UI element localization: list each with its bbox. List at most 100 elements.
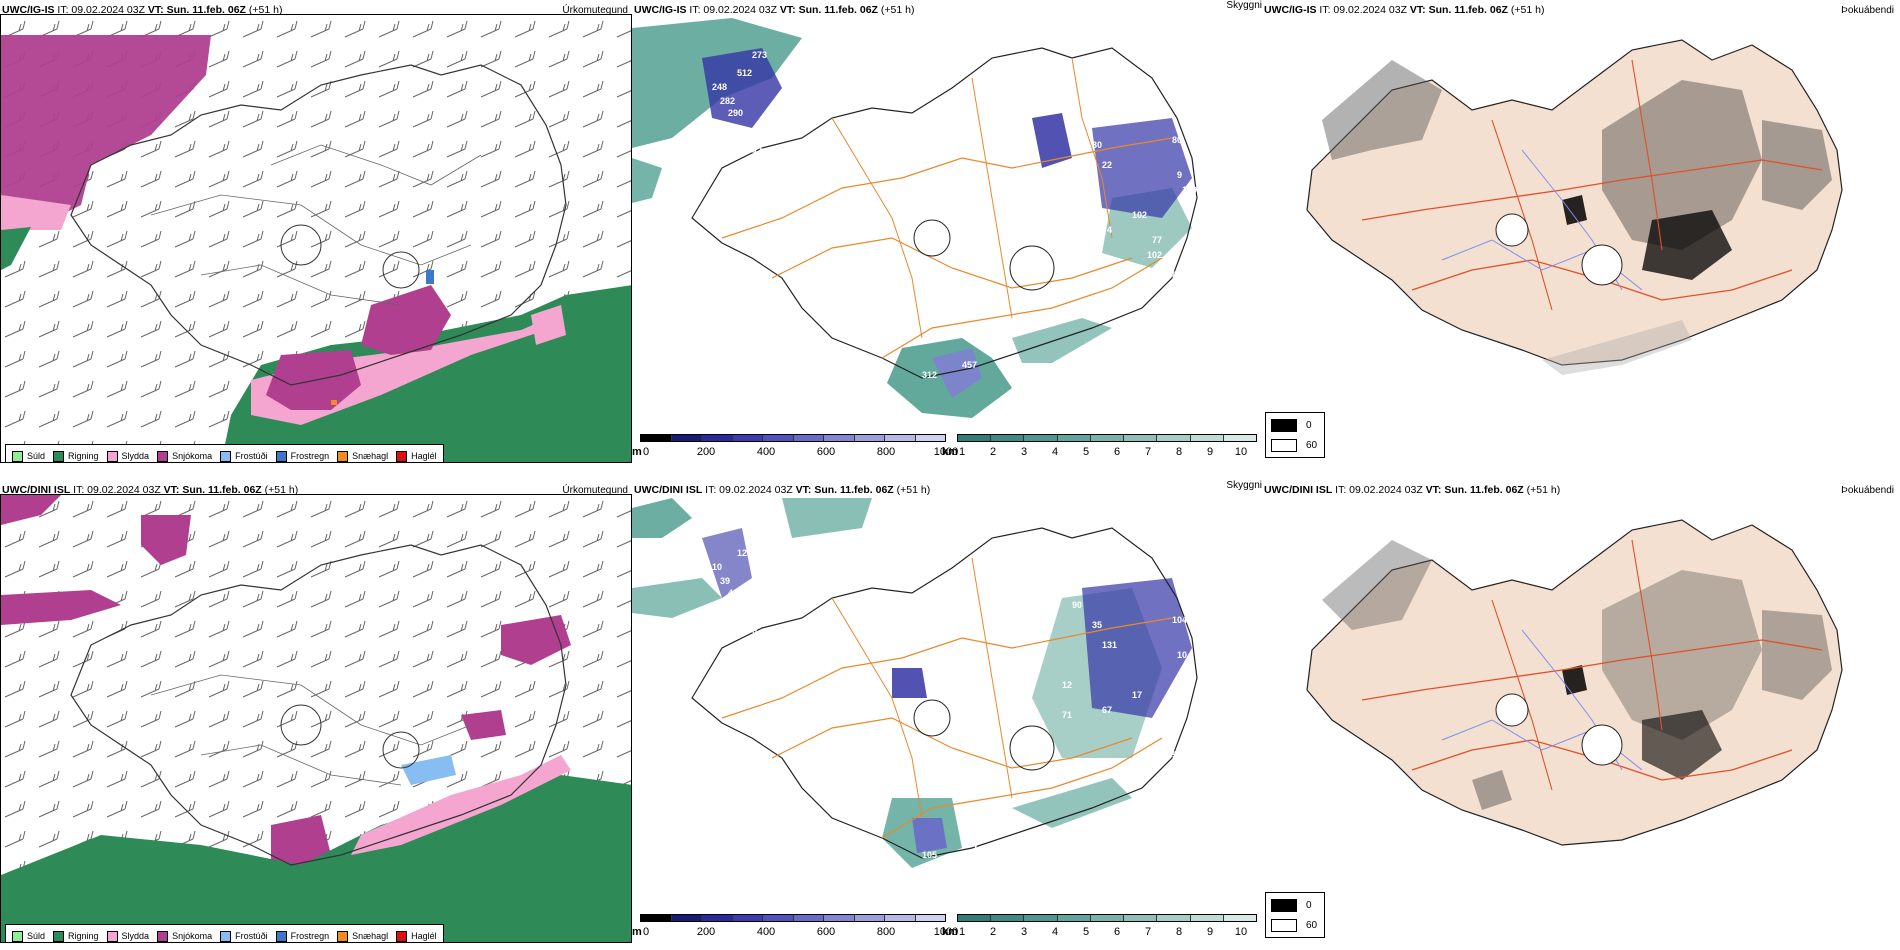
visibility-colorbar: m 0 200 400 600 800 1000 km 1 2 3 4 5 6 7 8 9 10 [632,434,1262,470]
colorbar-segment [763,435,794,441]
visibility-value-label: 253 [712,120,727,130]
visibility-label: Skyggni [1226,0,1262,11]
legend-item: Súld [12,930,45,942]
colorbar-segment [1124,435,1158,441]
panel-title: UWC/IG-IS IT: 09.02.2024 03Z VT: Sun. 11… [1264,4,1545,16]
panel-title: UWC/DINI ISL IT: 09.02.2024 03Z VT: Sun.… [634,484,931,496]
colorbar-segment [671,915,702,921]
colorbar-segment [1090,915,1125,921]
visibility-value-label: 10 [712,562,722,572]
visibility-value-label: 30 [1092,140,1102,150]
colorbar-segment [732,435,763,441]
colorbar-tick-label: 600 [816,926,836,938]
visibility-value-label: 229 [732,132,747,142]
colorbar-segment [1057,435,1091,441]
visibility-value-label: 73 [1062,200,1072,210]
visibility-value-label: 104 [1172,615,1187,625]
colorbar-tick-label: 600 [816,446,836,458]
colorbar-segment [702,915,733,921]
legend-item: Haglél [396,450,437,462]
precip-type-panel: UWC/DINI ISL IT: 09.02.2024 03Z VT: Sun.… [0,480,632,950]
colorbar-segment [732,915,763,921]
precip-type-label: Úrkomutegund [562,5,628,16]
forecast-row-ig-is: UWC/IG-IS IT: 09.02.2024 03Z VT: Sun. 11… [0,0,1900,470]
visibility-value-label: 457 [962,360,977,370]
visibility-value-label: 122 [712,600,727,610]
colorbar-segment [1190,435,1224,441]
precip-map [1,495,631,942]
panel-title: UWC/IG-IS IT: 09.02.2024 03Z VT: Sun. 11… [2,4,283,16]
colorbar-segment [824,435,855,441]
colorbar-tick-label: 10 [1234,926,1248,938]
colorbar-segment [1157,915,1191,921]
colorbar-tick-label: 7 [1144,926,1152,938]
legend-item: Slydda [106,450,149,462]
precip-map-frame: Súld Rigning Slydda Snjókoma Frostúði Fr… [0,14,632,463]
colorbar-segment [1124,915,1158,921]
fog-label: Þokuábendi [1841,485,1894,496]
visibility-value-label: 273 [752,50,767,60]
colorbar-tick-label: 1000 [933,446,959,458]
legend-item: Snæhagl [337,930,388,942]
colorbar-tick-label: 800 [876,446,896,458]
colorbar-segment [702,435,733,441]
visibility-value-label: 10 [1177,650,1187,660]
colorbar-tick-label: 200 [696,926,716,938]
colorbar-tick-label: 6 [1113,926,1121,938]
colorbar-segment [763,915,794,921]
visibility-value-label: 312 [922,370,937,380]
fog-legend: 0 60 [1265,412,1325,458]
fog-map [1306,519,1843,846]
visibility-value-label: 90 [1072,600,1082,610]
colorbar-segment [991,435,1025,441]
precip-map [1,15,631,462]
visibility-value-label: 184 [752,530,767,540]
colorbar-segment [854,915,885,921]
colorbar-segment [1190,915,1224,921]
visibility-panel: UWC/IG-IS IT: 09.02.2024 03Z VT: Sun. 11… [632,0,1262,470]
colorbar-segment [1057,915,1091,921]
visibility-value-label: 282 [720,96,735,106]
visibility-colorbar: m 0 200 400 600 800 1000 km 1 2 3 4 5 6 7 8 9 10 [632,914,1262,950]
precip-type-label: Úrkomutegund [562,485,628,496]
colorbar-tick-label: 5 [1082,926,1090,938]
visibility-value-label: 512 [737,68,752,78]
colorbar-segment [641,915,672,921]
colorbar-tick-label: 1000 [933,926,959,938]
colorbar-tick-label: 10 [1234,446,1248,458]
panel-title: UWC/DINI ISL IT: 09.02.2024 03Z VT: Sun.… [1264,484,1561,496]
colorbar-tick-label: 8 [1175,446,1183,458]
visibility-value-label: 142 [1042,370,1057,380]
visibility-value-label: 80 [1172,135,1182,145]
visibility-value-label: 121 [1012,400,1027,410]
colorbar-tick-label: 6 [1113,446,1121,458]
legend-item: Frostúði [220,450,268,462]
visibility-value-label: 72 [952,695,962,705]
colorbar-tick-label: 2 [989,926,997,938]
visibility-value-label: 490 [962,720,977,730]
colorbar-segment [991,915,1025,921]
colorbar-tick-label: 1 [958,926,966,938]
visibility-value-label: 12 [1062,680,1072,690]
precip-type-legend: Súld Rigning Slydda Snjókoma Frostúði Fr… [5,444,444,462]
colorbar-tick-label: 4 [1051,926,1059,938]
colorbar-segment [793,435,824,441]
visibility-panel: UWC/DINI ISL IT: 09.02.2024 03Z VT: Sun.… [632,480,1262,950]
visibility-value-label: 71 [1062,710,1072,720]
visibility-value-label: 11 [952,215,962,225]
legend-item: Súld [12,450,45,462]
visibility-value-label: 51 [1172,750,1182,760]
visibility-value-label: 98 [1152,715,1162,725]
legend-item: Snæhagl [337,450,388,462]
visibility-value-label: 109 [1182,185,1197,195]
visibility-value-label: 43 [728,588,738,598]
legend-item: Snjókoma [157,450,212,462]
visibility-value-label: 74 [1102,225,1112,235]
colorbar-tick-label: 4 [1051,446,1059,458]
fog-label: Þokuábendi [1841,5,1894,16]
visibility-value-label: 248 [712,82,727,92]
visibility-value-label: 79 [1072,120,1082,130]
visibility-value-label: 39 [720,576,730,586]
colorbar-segment [885,435,916,441]
